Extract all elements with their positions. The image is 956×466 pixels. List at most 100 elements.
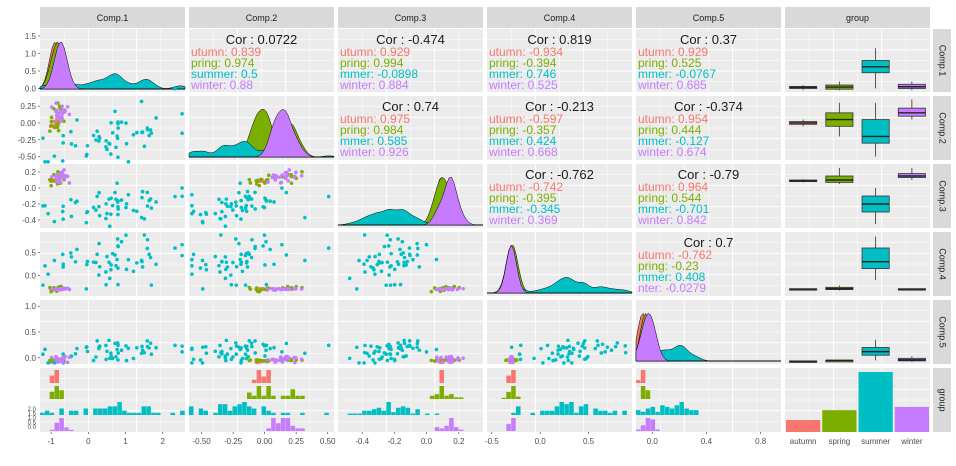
scatter-point-summer: [180, 131, 184, 136]
row-strip-label: Comp.3: [938, 180, 948, 212]
scatter-point-summer: [191, 357, 196, 362]
column-strip-label: group: [846, 13, 869, 23]
scatter-point-summer: [326, 343, 331, 348]
scatter-point-summer: [385, 344, 389, 348]
scatter-point-winter: [293, 174, 297, 179]
y-tick-label: 0.00: [20, 119, 36, 128]
histogram-bar-summer: [266, 410, 271, 415]
scatter-point-summer: [145, 204, 150, 208]
scatter-point-summer: [61, 217, 65, 221]
scatter-point-summer: [107, 224, 112, 228]
column-strip: [636, 7, 781, 28]
row-strip-label: Comp.4: [938, 248, 948, 280]
histogram-bar-spring: [54, 386, 60, 399]
scatter-point-summer: [354, 287, 359, 291]
scatter-point-summer: [233, 200, 238, 204]
scatter-point-spring: [289, 181, 294, 185]
scatter-point-summer: [109, 267, 113, 272]
scatter-point-summer: [249, 255, 254, 260]
scatter-point-summer: [373, 349, 377, 354]
histogram-bar-summer: [352, 413, 358, 415]
correlation-overall: Cor : 0.37: [680, 32, 737, 47]
y-tick-label: 1.0: [25, 302, 37, 311]
x-tick-label: 0.0: [647, 437, 659, 446]
scatter-point-summer: [268, 346, 272, 351]
scatter-point-winter: [54, 174, 58, 178]
scatter-point-summer: [105, 211, 109, 216]
y-tick-label: -0.25: [18, 136, 37, 145]
scatter-point-summer: [131, 208, 136, 213]
scatter-point-summer: [239, 198, 243, 203]
scatter-point-winter: [286, 179, 290, 183]
y-tick-label: 0.5: [28, 421, 37, 427]
histogram-bar-summer: [151, 412, 156, 415]
matrix-panel: [40, 86, 185, 164]
correlation-overall: Cor : 0.74: [382, 99, 439, 114]
scatter-point-summer: [386, 244, 391, 248]
histogram-bar-summer: [222, 404, 228, 415]
x-tick-label: 0.0: [421, 437, 433, 446]
histogram-bar-summer: [578, 406, 584, 415]
matrix-panel: [189, 300, 334, 365]
scatter-point-winter: [444, 355, 448, 359]
histogram-bar-summer: [69, 410, 74, 415]
scatter-point-summer: [109, 152, 113, 156]
scatter-point-summer: [223, 214, 228, 219]
scatter-point-summer: [104, 216, 108, 221]
histogram-bar-summer: [400, 406, 406, 415]
correlation-group-summer: mmer: -0.0898: [340, 67, 418, 81]
y-tick-label: 0.0: [25, 85, 37, 94]
scatter-point-winter: [436, 287, 441, 291]
correlation-group-winter: nter: -0.0279: [638, 281, 706, 295]
histogram-bar-winter: [444, 425, 449, 431]
x-tick-label: -0.50: [192, 437, 211, 446]
histogram-bar-spring: [59, 390, 64, 399]
scatter-point-summer: [119, 198, 124, 202]
histogram-bar-spring: [444, 395, 449, 399]
scatter-point-summer: [213, 211, 218, 216]
scatter-point-summer: [200, 258, 205, 263]
scatter-point-summer: [61, 133, 65, 138]
scatter-point-summer: [547, 356, 551, 361]
scatter-point-summer: [145, 237, 150, 242]
correlation-group-winter: winter: 0.685: [637, 78, 707, 92]
histogram-bar-summer: [83, 408, 89, 415]
scatter-point-summer: [388, 352, 393, 357]
scatter-point-summer: [558, 347, 563, 352]
scatter-point-summer: [553, 358, 558, 362]
scatter-point-summer: [262, 344, 267, 348]
scatter-point-summer: [140, 259, 144, 264]
group-count-bar-spring: [822, 410, 857, 432]
scatter-point-summer: [357, 258, 361, 263]
histogram-bar-winter: [650, 419, 656, 431]
histogram-bar-winter: [285, 418, 291, 431]
scatter-point-summer: [562, 361, 566, 365]
scatter-point-summer: [60, 159, 65, 163]
histogram-bar-summer: [415, 409, 420, 415]
scatter-point-summer: [373, 272, 377, 276]
scatter-point-summer: [545, 343, 550, 348]
scatter-point-summer: [140, 265, 145, 269]
scatter-point-summer: [217, 263, 221, 268]
scatter-point-winter: [60, 356, 65, 361]
scatter-point-summer: [104, 202, 108, 206]
scatter-point-summer: [385, 233, 389, 237]
boxplot-panel: [785, 29, 930, 92]
scatter-point-summer: [104, 343, 108, 348]
scatter-point-summer: [94, 355, 98, 359]
scatter-point-winter: [54, 357, 58, 362]
y-tick-label: 1.0: [28, 416, 37, 422]
scatter-point-winter: [299, 287, 304, 291]
correlation-group-autumn: utumn: 0.929: [638, 45, 708, 59]
scatter-point-summer: [94, 260, 98, 265]
scatter-point-summer: [262, 205, 267, 210]
histogram-bar-summer: [689, 410, 694, 415]
scatter-point-summer: [116, 121, 120, 126]
x-tick-label: 0.5: [583, 437, 595, 446]
column-strip: [487, 7, 632, 28]
scatter-point-summer: [131, 133, 136, 137]
histogram-panel: [189, 368, 334, 432]
scatter-point-summer: [116, 342, 120, 347]
scatter-point-summer: [180, 111, 184, 116]
scatter-point-winter: [455, 287, 460, 291]
